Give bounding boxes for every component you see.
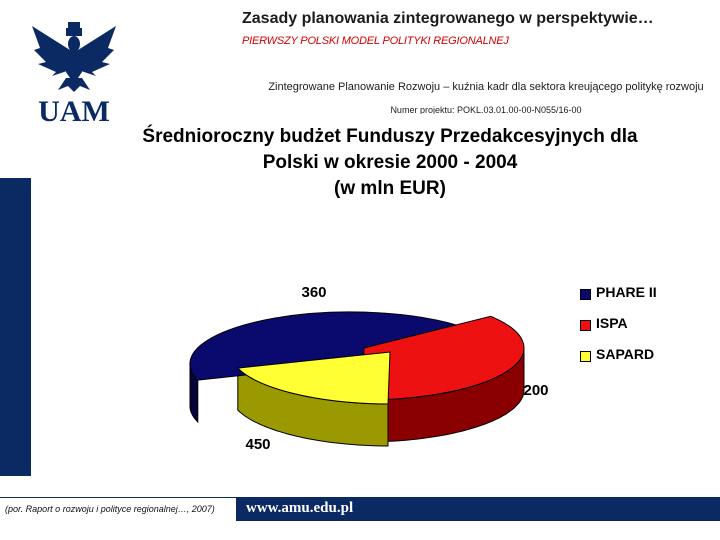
legend-swatch-phare bbox=[580, 289, 591, 300]
pie-slice-ispa bbox=[361, 315, 525, 401]
pie-value-label: 360 bbox=[301, 284, 326, 301]
pie-slice-phare-ii bbox=[189, 311, 479, 381]
chart-title: Średnioroczny budżet Funduszy Przedakces… bbox=[120, 124, 660, 202]
legend-label: SAPARD bbox=[596, 346, 655, 362]
source-text: (por. Raport o rozwoju i polityce region… bbox=[5, 504, 215, 514]
legend-swatch-ispa bbox=[580, 320, 591, 331]
project-name: Zintegrowane Planowanie Rozwoju – kuźnia… bbox=[268, 81, 704, 93]
footer-url-link[interactable]: www.amu.edu.pl bbox=[246, 500, 354, 516]
page-subtitle: PIERWSZY POLSKI MODEL POLITYKI REGIONALN… bbox=[242, 35, 509, 47]
footer-bar: www.amu.edu.pl bbox=[236, 497, 720, 521]
pie-value-label: 450 bbox=[245, 436, 270, 453]
chart-title-line: Średnioroczny budżet Funduszy Przedakces… bbox=[142, 126, 638, 147]
pie-value-label: 200 bbox=[523, 382, 548, 399]
university-eagle-crest-icon: UAM bbox=[32, 22, 116, 125]
chart-title-line: (w mln EUR) bbox=[334, 178, 446, 199]
project-number: Numer projektu: POKL.03.01.00-00-N055/16… bbox=[390, 106, 582, 114]
sidebar-bar bbox=[0, 178, 31, 476]
source-note: (por. Raport o rozwoju i polityce region… bbox=[0, 497, 236, 522]
chart-title-line: Polski w okresie 2000 - 2004 bbox=[262, 152, 518, 173]
legend-label: PHARE II bbox=[596, 284, 657, 300]
pie-slice-sapard bbox=[236, 351, 391, 405]
legend-label: ISPA bbox=[596, 315, 628, 331]
logo-text: UAM bbox=[38, 95, 110, 125]
page-title: Zasady planowania zintegrowanego w persp… bbox=[242, 10, 654, 27]
legend-swatch-sapard bbox=[580, 351, 591, 362]
